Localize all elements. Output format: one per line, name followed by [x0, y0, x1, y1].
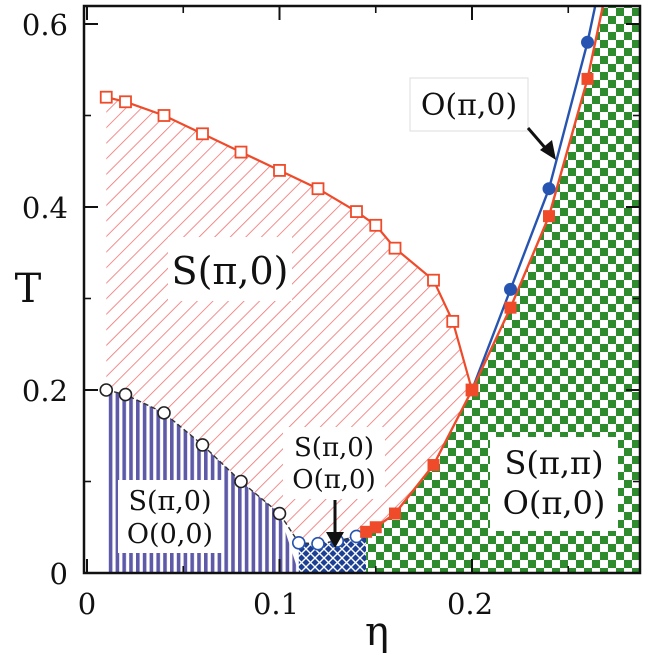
marker-filled-circle: [581, 35, 594, 49]
region-checker-phase: [366, 6, 640, 573]
marker-open-square: [196, 127, 209, 141]
marker-open-square: [369, 218, 383, 232]
marker-open-square: [388, 241, 402, 255]
marker-open-square: [234, 145, 248, 159]
y-tick-label-0.2: 0.2: [22, 374, 68, 408]
plot-frame: [82, 4, 642, 575]
marker-filled-square: [466, 384, 478, 396]
region-mixed-phase: [298, 531, 367, 573]
y-axis-label: T: [15, 266, 42, 312]
boundary-line-open-circles: [106, 389, 357, 545]
marker-filled-square: [360, 525, 373, 538]
region-label-mixed-line1: S(π,0): [294, 433, 374, 463]
region-label-stripe: S(π,0): [172, 249, 289, 293]
region-label-box-mixed: [283, 427, 385, 499]
marker-open-circle: [311, 536, 325, 551]
marker-filled-square: [369, 521, 382, 534]
region-label-low-line2: O(0,0): [127, 519, 213, 550]
region-label-mixed-line2: O(π,0): [292, 465, 376, 495]
marker-filled-square: [427, 459, 440, 472]
marker-open-circle: [234, 474, 248, 489]
arrow-mixed-head: [326, 532, 344, 548]
region-label-orbital: O(π,0): [421, 88, 517, 123]
x-tick-label-0: 0: [78, 587, 96, 621]
region-label-box-orbital: [409, 77, 529, 132]
y-tick-label-0: 0: [50, 557, 68, 591]
marker-open-circle: [99, 383, 114, 397]
marker-open-square: [119, 95, 132, 109]
region-label-low-line1: S(π,0): [128, 486, 211, 517]
marker-open-circle: [272, 506, 287, 521]
x-tick-label-0.2: 0.2: [447, 587, 493, 621]
marker-filled-circle: [542, 182, 556, 196]
marker-open-square: [99, 90, 113, 104]
marker-filled-circle: [504, 282, 517, 296]
marker-open-square: [350, 205, 363, 218]
marker-filled-square: [504, 301, 517, 314]
marker-open-circle: [195, 438, 210, 452]
marker-open-square: [311, 182, 325, 196]
region-label-box-checker: [490, 437, 618, 531]
region-label-checker-line2: O(π,0): [503, 484, 606, 522]
marker-open-square: [157, 109, 171, 122]
region-label-checker-line1: S(π,π): [504, 444, 603, 482]
y-tick-label-0.6: 0.6: [22, 8, 68, 42]
marker-open-square: [427, 273, 440, 287]
arrow-orbital-head: [540, 140, 556, 160]
marker-open-circle: [118, 387, 133, 402]
region-label-box-low: [118, 480, 222, 553]
arrow-orbital-shaft: [526, 127, 549, 151]
marker-open-square: [446, 314, 460, 328]
marker-filled-square: [543, 210, 555, 223]
region-label-box-stripe: [168, 237, 292, 301]
marker-open-circle: [157, 406, 171, 420]
x-axis-label: η: [365, 609, 389, 653]
marker-open-square: [273, 163, 286, 177]
marker-open-circle: [291, 536, 306, 550]
y-tick-label-0.4: 0.4: [22, 191, 68, 225]
x-tick-label-0.1: 0.1: [253, 587, 299, 621]
marker-filled-square: [581, 72, 594, 85]
marker-filled-square: [389, 507, 401, 520]
